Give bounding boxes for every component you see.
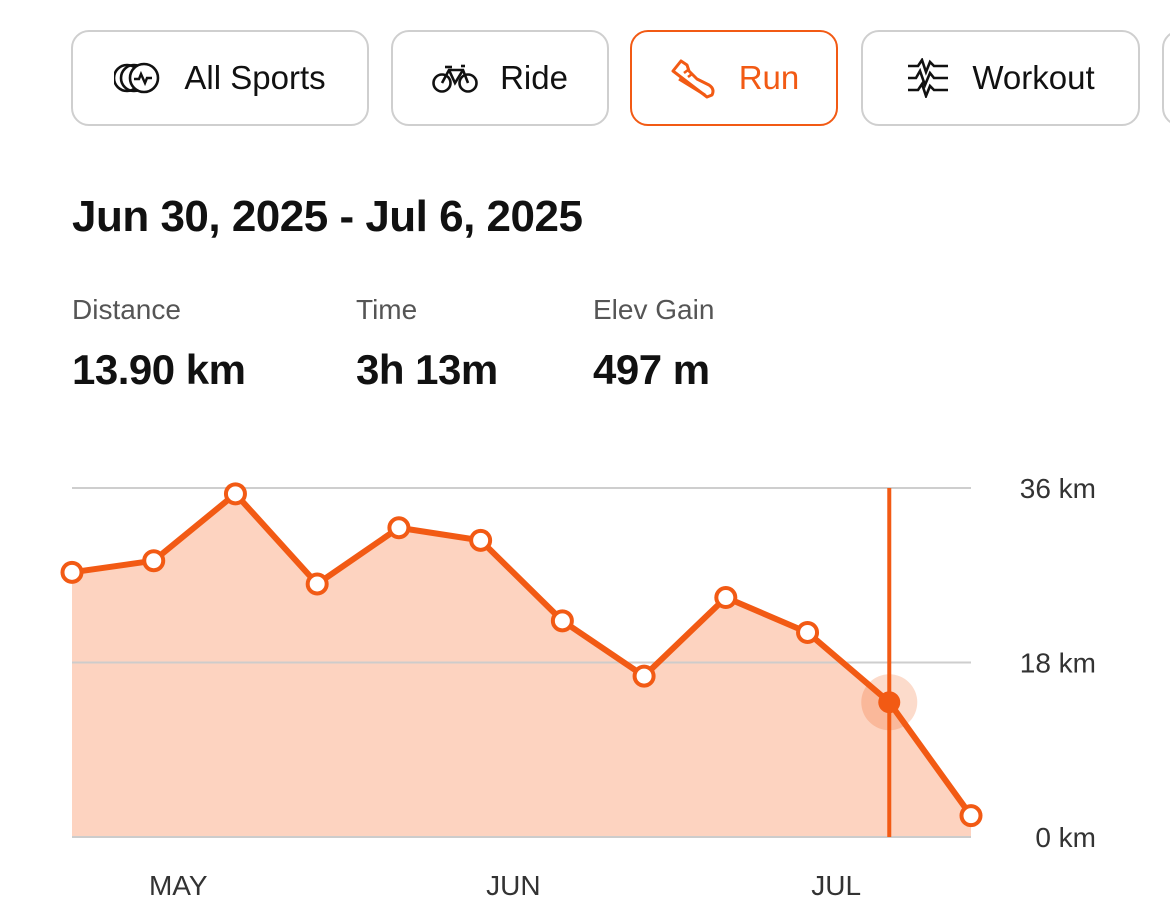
tab-run[interactable]: Run — [630, 30, 838, 126]
shoe-icon — [669, 55, 717, 101]
bike-icon — [432, 62, 478, 94]
elev-gain-stat: Elev Gain 497 m — [593, 294, 714, 394]
y-tick-label: 18 km — [1020, 648, 1096, 679]
sport-filter-tabs: All Sports Ride Run — [0, 0, 1170, 140]
tab-label: Run — [738, 59, 800, 96]
weekly-distance-chart[interactable]: 36 km 18 km 0 km MAY JUN JUL — [0, 440, 1170, 915]
time-value: 3h 13m — [356, 346, 498, 393]
data-point[interactable] — [387, 516, 411, 540]
data-point[interactable] — [305, 572, 329, 596]
data-point[interactable] — [796, 620, 820, 644]
y-tick-label: 0 km — [1035, 822, 1096, 853]
date-range-title: Jun 30, 2025 - Jul 6, 2025 — [72, 192, 583, 241]
distance-label: Distance — [72, 294, 181, 325]
tab-label: Ride — [500, 59, 568, 96]
elev-gain-value: 497 m — [593, 346, 710, 393]
x-tick-label: MAY — [149, 870, 208, 901]
tab-more[interactable] — [1162, 30, 1170, 126]
tab-label: Workout — [972, 59, 1095, 96]
distance-stat: Distance 13.90 km — [72, 294, 246, 394]
x-tick-label: JUL — [811, 870, 861, 901]
area-fill — [72, 493, 971, 837]
data-point[interactable] — [632, 664, 656, 688]
data-point[interactable] — [959, 804, 983, 828]
data-point[interactable] — [469, 528, 493, 552]
data-point[interactable] — [142, 549, 166, 573]
all-sports-icon — [114, 61, 162, 95]
x-tick-label: JUN — [486, 870, 540, 901]
data-point[interactable] — [714, 586, 738, 610]
time-stat: Time 3h 13m — [356, 294, 498, 394]
tab-workout[interactable]: Workout — [861, 30, 1140, 126]
selected-data-point[interactable] — [878, 691, 901, 714]
series-line — [69, 490, 974, 819]
tab-label: All Sports — [184, 59, 326, 96]
y-tick-label: 36 km — [1020, 473, 1096, 504]
time-label: Time — [356, 294, 418, 325]
data-point[interactable] — [60, 560, 84, 584]
distance-value: 13.90 km — [72, 346, 246, 393]
elev-gain-label: Elev Gain — [593, 294, 715, 325]
tab-all-sports[interactable]: All Sports — [71, 30, 369, 126]
tab-ride[interactable]: Ride — [391, 30, 609, 126]
workout-icon — [906, 58, 950, 98]
data-point[interactable] — [550, 609, 574, 633]
data-point[interactable] — [223, 482, 247, 506]
